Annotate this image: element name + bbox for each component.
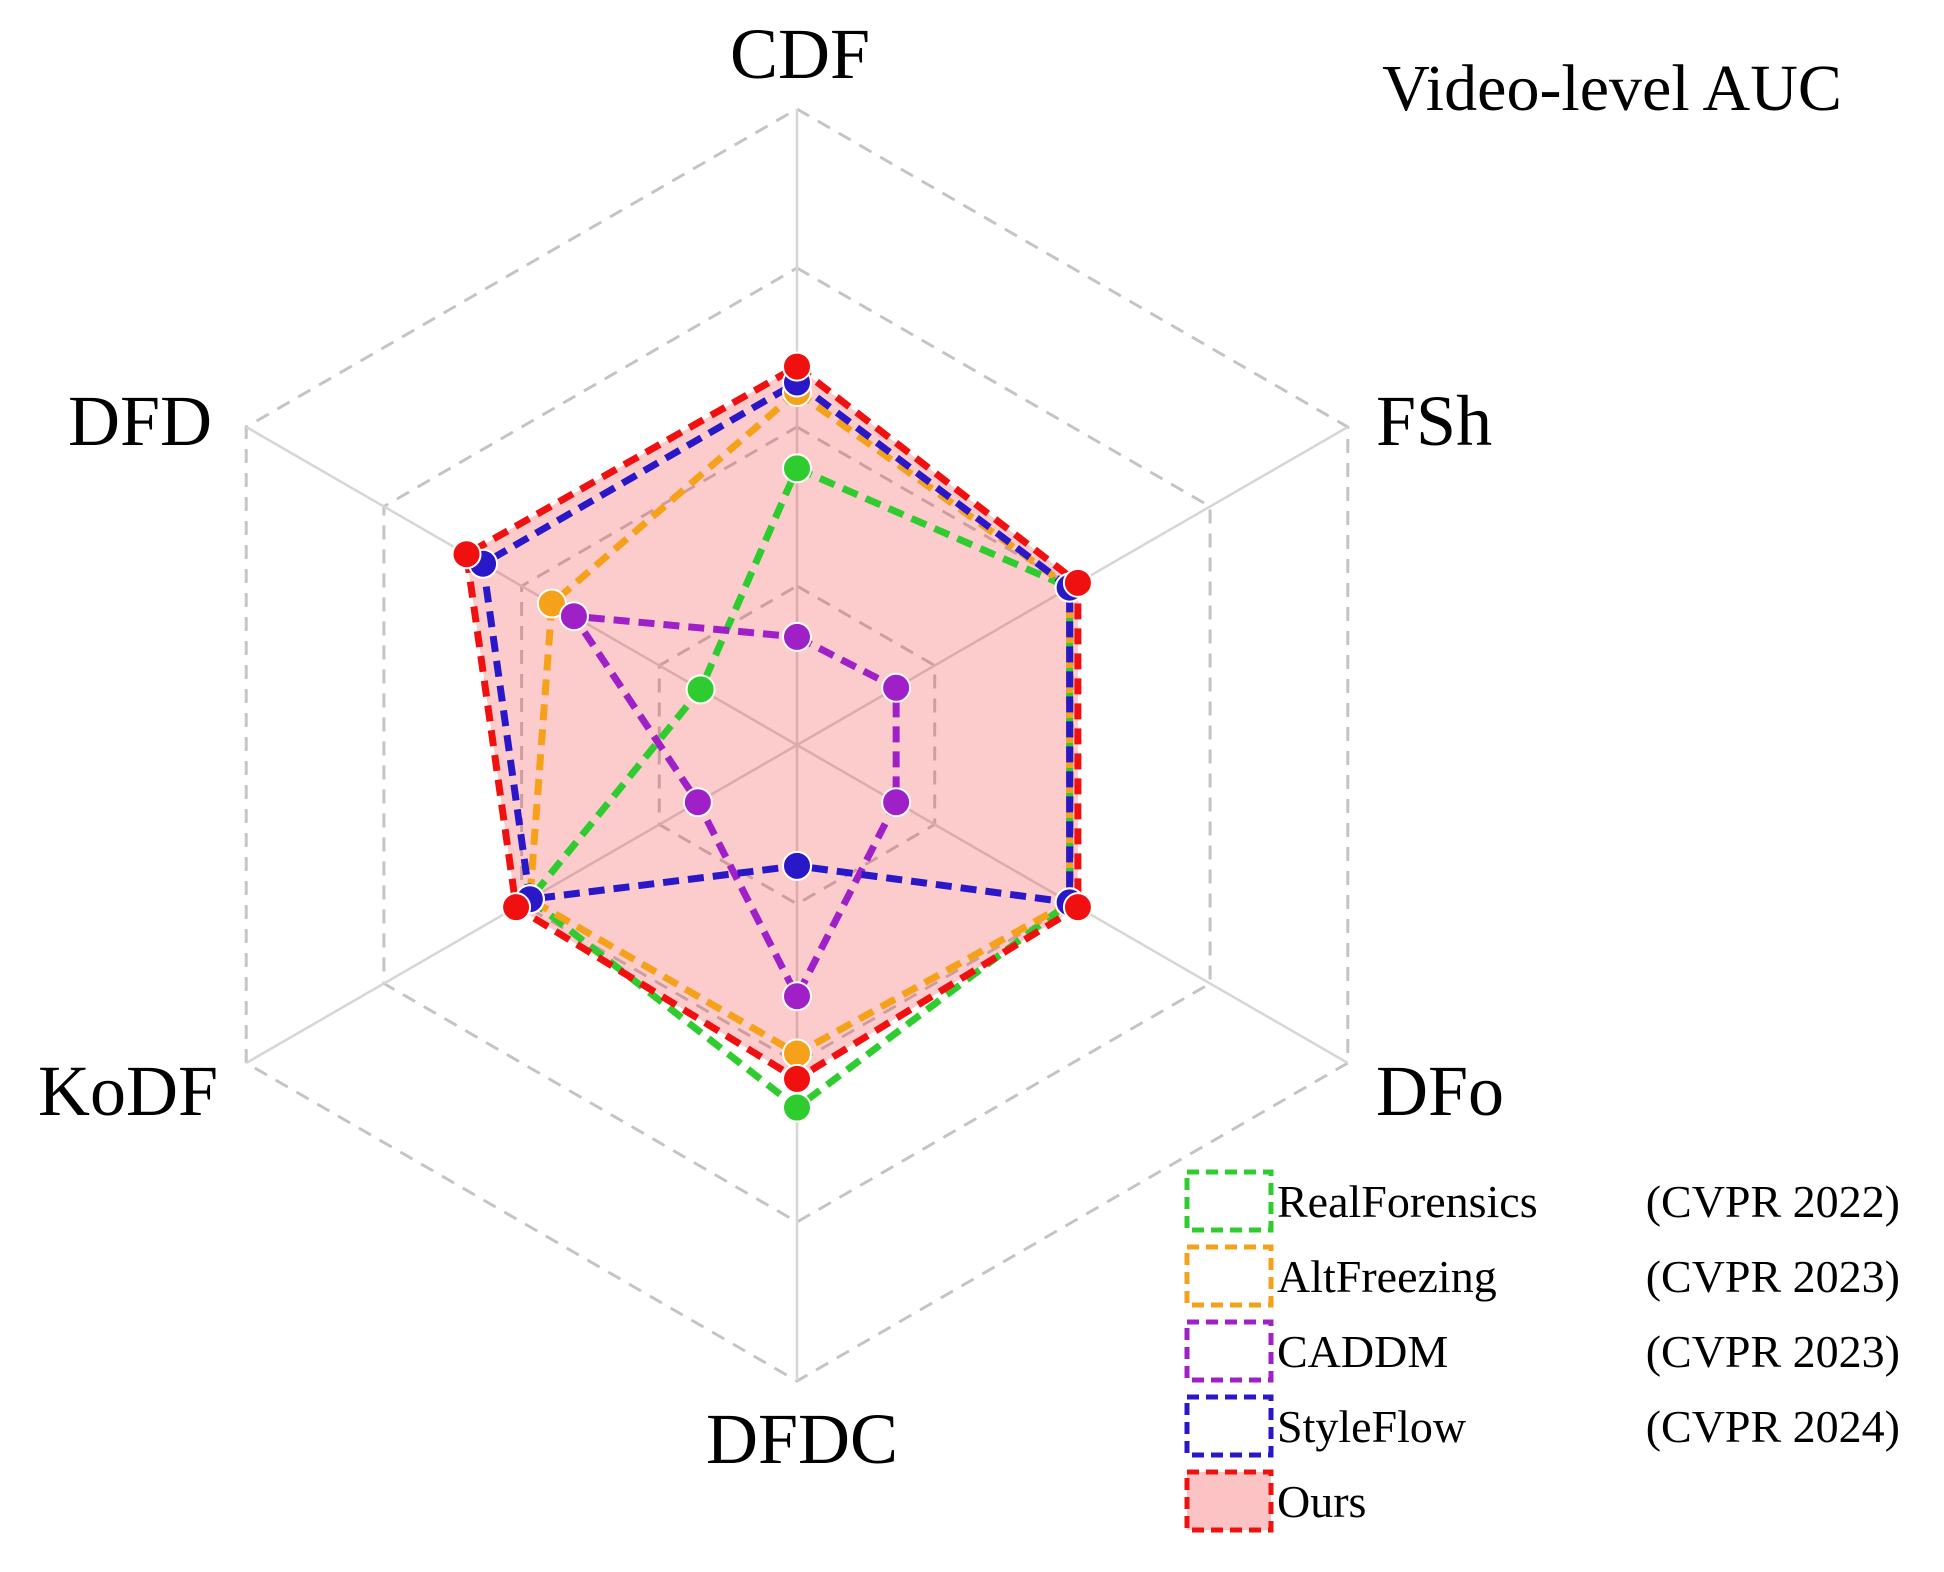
legend-swatch-altfreezing bbox=[1184, 1244, 1274, 1308]
data-point-caddm-dfo bbox=[881, 787, 912, 818]
data-point-caddm-fsh bbox=[881, 672, 912, 703]
data-point-styleflow-dfdc bbox=[782, 850, 812, 881]
data-point-caddm-kodf bbox=[682, 787, 713, 818]
legend-label-altfreezing: AltFreezing bbox=[1277, 1251, 1497, 1302]
legend-venue-caddm: (CVPR 2023) bbox=[1646, 1326, 1900, 1377]
data-point-realforensics-cdf bbox=[782, 453, 812, 484]
series-area-ours bbox=[466, 366, 1078, 1079]
data-point-ours-dfo bbox=[1062, 892, 1093, 923]
data-point-ours-cdf bbox=[782, 351, 812, 382]
chart-title: Video-level AUC bbox=[1382, 52, 1842, 125]
series-fill-layer bbox=[466, 366, 1078, 1079]
data-point-ours-kodf bbox=[501, 892, 532, 923]
data-point-realforensics-dfdc bbox=[782, 1092, 812, 1123]
data-point-caddm-dfd bbox=[558, 601, 589, 632]
axis-label-fsh: FSh bbox=[1376, 381, 1492, 461]
legend-label-styleflow: StyleFlow bbox=[1277, 1401, 1467, 1452]
legend-swatch-ours bbox=[1184, 1469, 1274, 1533]
data-point-realforensics-dfd bbox=[685, 674, 716, 705]
legend: RealForensics (CVPR 2022) AltFreezing (CVPR… bbox=[1184, 1169, 1900, 1533]
data-point-altfreezing-dfd bbox=[536, 588, 567, 619]
data-point-ours-fsh bbox=[1062, 567, 1093, 598]
series-point-layer bbox=[451, 351, 1093, 1123]
data-point-altfreezing-dfdc bbox=[782, 1038, 812, 1069]
legend-swatch-realforensics bbox=[1184, 1169, 1274, 1233]
legend-venue-realforensics: (CVPR 2022) bbox=[1646, 1176, 1900, 1227]
axis-label-kodf: KoDF bbox=[38, 1051, 218, 1131]
data-point-ours-dfd bbox=[451, 539, 482, 570]
legend-label-ours: Ours bbox=[1277, 1476, 1366, 1527]
legend-venue-styleflow: (CVPR 2024) bbox=[1646, 1401, 1900, 1452]
axis-label-dfdc: DFDC bbox=[706, 1399, 898, 1479]
legend-label-caddm: CADDM bbox=[1277, 1326, 1448, 1377]
axis-label-dfd: DFD bbox=[68, 381, 212, 461]
legend-label-realforensics: RealForensics bbox=[1277, 1176, 1538, 1227]
legend-swatch-styleflow bbox=[1184, 1394, 1274, 1458]
data-point-caddm-cdf bbox=[782, 621, 812, 652]
data-point-caddm-dfdc bbox=[782, 981, 812, 1012]
axis-label-dfo: DFo bbox=[1376, 1051, 1504, 1131]
axis-label-cdf: CDF bbox=[730, 14, 870, 94]
legend-venue-altfreezing: (CVPR 2023) bbox=[1646, 1251, 1900, 1302]
data-point-ours-dfdc bbox=[782, 1063, 812, 1094]
legend-swatch-caddm bbox=[1184, 1319, 1274, 1383]
